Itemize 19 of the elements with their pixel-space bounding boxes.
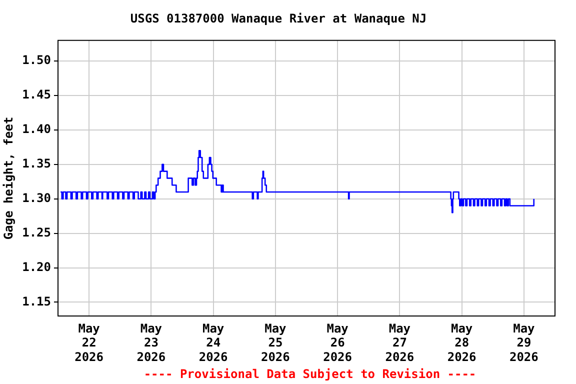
x-tick-label: May 24 2026 xyxy=(198,321,228,364)
y-tick-label: 1.35 xyxy=(22,156,51,171)
y-tick-label: 1.50 xyxy=(22,53,51,68)
x-tick-label: May 29 2026 xyxy=(509,321,538,364)
text: ---- Provisional Data Subject to Revision ---- xyxy=(144,367,476,382)
y-tick-label: 1.20 xyxy=(22,260,51,274)
y-tick-label: 1.25 xyxy=(22,225,51,240)
y-axis-title: Gage height, feet xyxy=(1,116,16,240)
x-tick-label: May 23 2026 xyxy=(136,321,166,364)
x-tick-label: May 28 2026 xyxy=(447,321,476,364)
y-tick-label: 1.45 xyxy=(22,88,51,102)
chart-title: USGS 01387000 Wanaque River at Wanaque NJ xyxy=(130,11,427,26)
y-tick-label: 1.30 xyxy=(22,190,51,205)
x-tick-label: May 25 2026 xyxy=(260,321,290,364)
x-tick-label: May 26 2026 xyxy=(323,321,352,364)
x-tick-label: May 22 2026 xyxy=(74,321,104,364)
y-tick-label: 1.40 xyxy=(22,122,51,136)
y-tick-label: 1.15 xyxy=(22,294,51,308)
x-tick-label: May 27 2026 xyxy=(385,321,414,364)
